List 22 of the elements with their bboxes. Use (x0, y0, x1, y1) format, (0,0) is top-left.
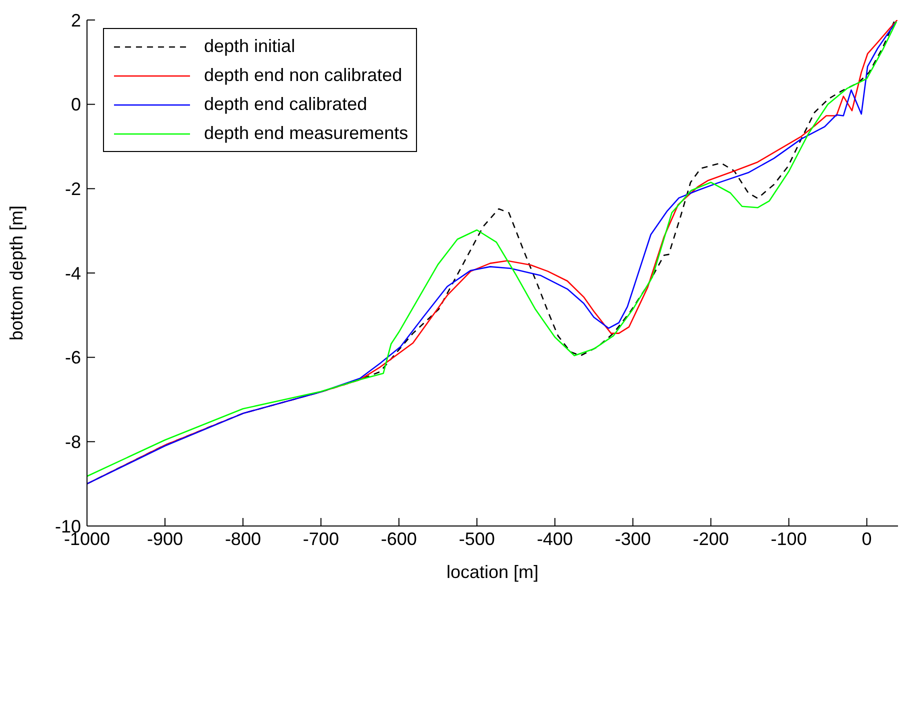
x-tick-label: -600 (380, 528, 417, 549)
y-tick-label: -6 (64, 348, 81, 368)
x-tick-label: -100 (770, 528, 807, 549)
x-tick-label: -400 (536, 528, 573, 549)
legend-label: depth end calibrated (204, 94, 368, 115)
x-tick-label: -500 (458, 528, 495, 549)
y-tick-label: 0 (70, 94, 81, 115)
x-tick-label: -800 (224, 528, 261, 549)
y-tick-label: -2 (64, 179, 81, 200)
y-axis-title: bottom depth [m] (6, 205, 26, 341)
y-tick-label: -8 (64, 432, 81, 452)
x-tick-label: -300 (614, 528, 651, 549)
x-tick-label: 0 (862, 528, 872, 549)
x-tick-label: -900 (146, 528, 183, 549)
x-tick-label: -200 (692, 528, 729, 549)
legend-label: depth end non calibrated (204, 65, 402, 86)
x-tick-label: -700 (302, 528, 339, 549)
legend-label: depth initial (204, 36, 296, 57)
y-tick-label: 2 (70, 10, 81, 30)
legend-label: depth end measurements (204, 123, 408, 144)
y-tick-label: -4 (64, 263, 81, 284)
x-axis-title: location [m] (446, 562, 539, 582)
